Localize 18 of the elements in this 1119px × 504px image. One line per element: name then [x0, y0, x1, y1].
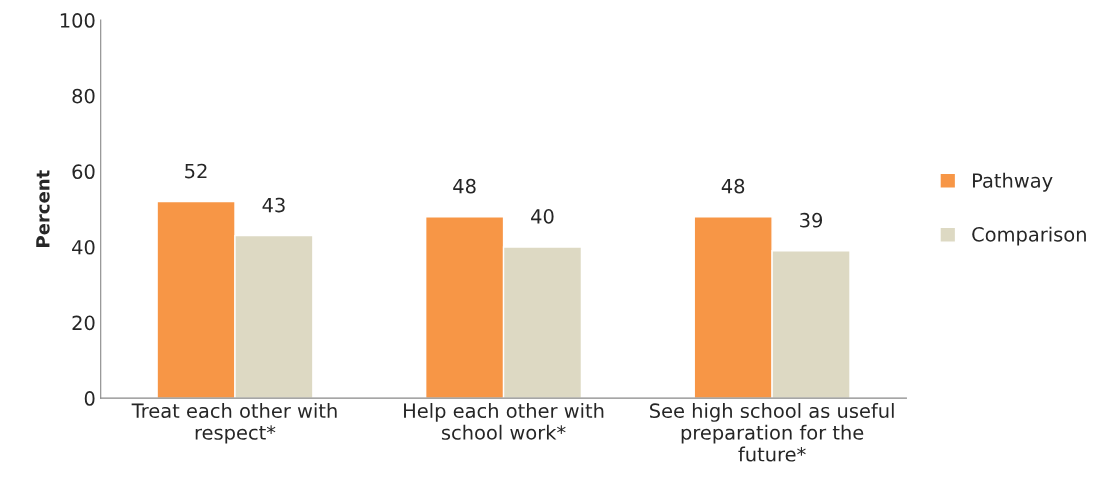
y-tick-label: 40 — [72, 239, 95, 255]
data-label: 43 — [262, 197, 285, 213]
data-label: 48 — [721, 178, 745, 194]
y-axis-title: Percent — [36, 170, 50, 247]
legend-label: Pathway — [973, 172, 1053, 192]
data-label: 48 — [453, 178, 476, 194]
y-tick-label: 60 — [72, 164, 95, 180]
x-tick-label: See high school as useful preparation for the future* — [650, 403, 894, 462]
y-tick-label: 100 — [60, 13, 95, 28]
y-tick-label: 0 — [84, 391, 95, 406]
y-tick-label: 80 — [72, 88, 95, 104]
data-label: 39 — [800, 212, 823, 228]
y-tick-label: 20 — [72, 315, 95, 331]
data-label: 52 — [185, 163, 207, 179]
x-tick-label: Help each other with school work* — [404, 403, 604, 440]
x-tick-label: Treat each other with respect* — [131, 403, 337, 444]
legend-label: Comparison — [972, 226, 1086, 246]
data-label: 40 — [531, 209, 554, 224]
